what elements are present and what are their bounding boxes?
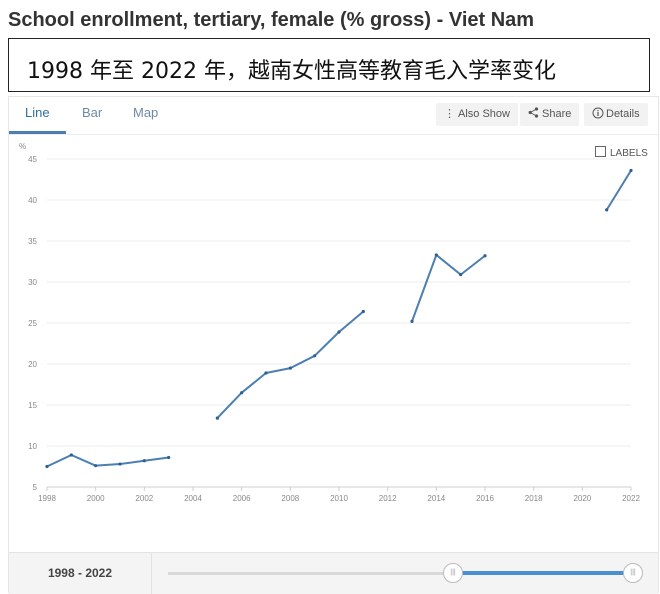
details-label: Details [606,108,640,120]
share-label: Share [542,108,572,120]
range-start: 1998 [47,566,75,580]
chart-caption: 1998 年至 2022 年，越南女性高等教育毛入学率变化 [27,59,556,84]
data-point [483,254,487,258]
x-tick-label: 2004 [184,494,202,503]
y-tick-label: 5 [33,483,38,492]
y-tick-label: 35 [28,237,37,246]
tab-bar[interactable]: Bar [82,105,103,120]
data-point [69,453,73,457]
page-title: School enrollment, tertiary, female (% g… [8,9,535,31]
active-tab-indicator [9,131,66,134]
x-tick-label: 2008 [281,494,299,503]
y-tick-label: 45 [28,155,37,164]
x-tick-label: 1998 [38,494,56,503]
data-point [240,391,244,395]
range-start-handle[interactable]: ||| [443,563,463,583]
labels-toggle[interactable]: LABELS [595,146,648,159]
data-point [167,455,171,460]
data-point [361,309,365,314]
data-point [118,462,122,466]
data-point [629,168,633,173]
series-line [46,454,169,468]
x-tick-label: 2018 [525,494,543,503]
chart-widget: Line Bar Map ⋮ Also Show Share Details [8,96,659,594]
data-point [313,354,317,358]
data-point [605,208,609,212]
range-end: 2022 [85,566,113,580]
grid-layer [47,158,631,447]
share-icon [528,103,539,126]
info-icon [592,103,604,126]
y-axis-label: % [19,142,26,151]
range-label: 1998 - 2022 [9,553,152,594]
labels-toggle-label: LABELS [610,148,648,159]
data-point [337,330,341,334]
x-tick-label: 2000 [87,494,105,503]
range-footer: 1998 - 2022 ||| ||| [9,552,658,594]
data-point [45,464,49,469]
range-end-handle[interactable]: ||| [623,563,643,583]
data-point [434,253,438,257]
x-tick-label: 2022 [622,494,640,503]
data-point [215,416,219,420]
x-tick-label: 2002 [135,494,153,503]
labels-checkbox[interactable] [595,146,606,157]
data-point [288,366,292,370]
range-separator: - [74,566,86,580]
details-button[interactable]: Details [584,103,648,126]
x-tick-label: 2014 [427,494,445,503]
x-tick-label: 2006 [233,494,251,503]
x-tick-label: 2012 [379,494,397,503]
y-tick-label: 30 [28,278,37,287]
axis-layer: 5 10 15 20 25 30 35 40 45% 1998 2000 2002 2004 2006 20… [19,142,640,503]
tab-divider [9,134,658,135]
data-point [142,459,146,463]
x-tick-label: 2020 [573,494,591,503]
range-slider-selection [453,571,633,575]
data-point [410,319,414,323]
series-layer [45,168,633,469]
share-button[interactable]: Share [520,103,580,126]
y-tick-label: 25 [28,319,37,328]
caption-box: 1998 年至 2022 年，越南女性高等教育毛入学率变化 [8,38,650,92]
line-chart: 5 10 15 20 25 30 35 40 45% 1998 2000 2002 2004 2006 20… [19,142,640,503]
y-tick-label: 20 [28,360,37,369]
y-tick-label: 15 [28,401,37,410]
y-tick-label: 40 [28,196,37,205]
data-point [264,371,268,375]
x-tick-label: 2016 [476,494,494,503]
also-show-label: Also Show [458,108,510,120]
vertical-ellipsis-icon: ⋮ [444,108,455,120]
series-line [216,310,364,419]
series-line [605,169,632,211]
also-show-button[interactable]: ⋮ Also Show [436,103,518,126]
data-point [94,464,98,468]
tab-line[interactable]: Line [25,105,50,120]
tab-map[interactable]: Map [133,105,159,120]
range-slider-track[interactable] [168,572,633,575]
x-tick-label: 2010 [330,494,348,503]
data-point [459,273,463,277]
series-line [411,253,486,322]
y-tick-label: 10 [28,442,37,451]
